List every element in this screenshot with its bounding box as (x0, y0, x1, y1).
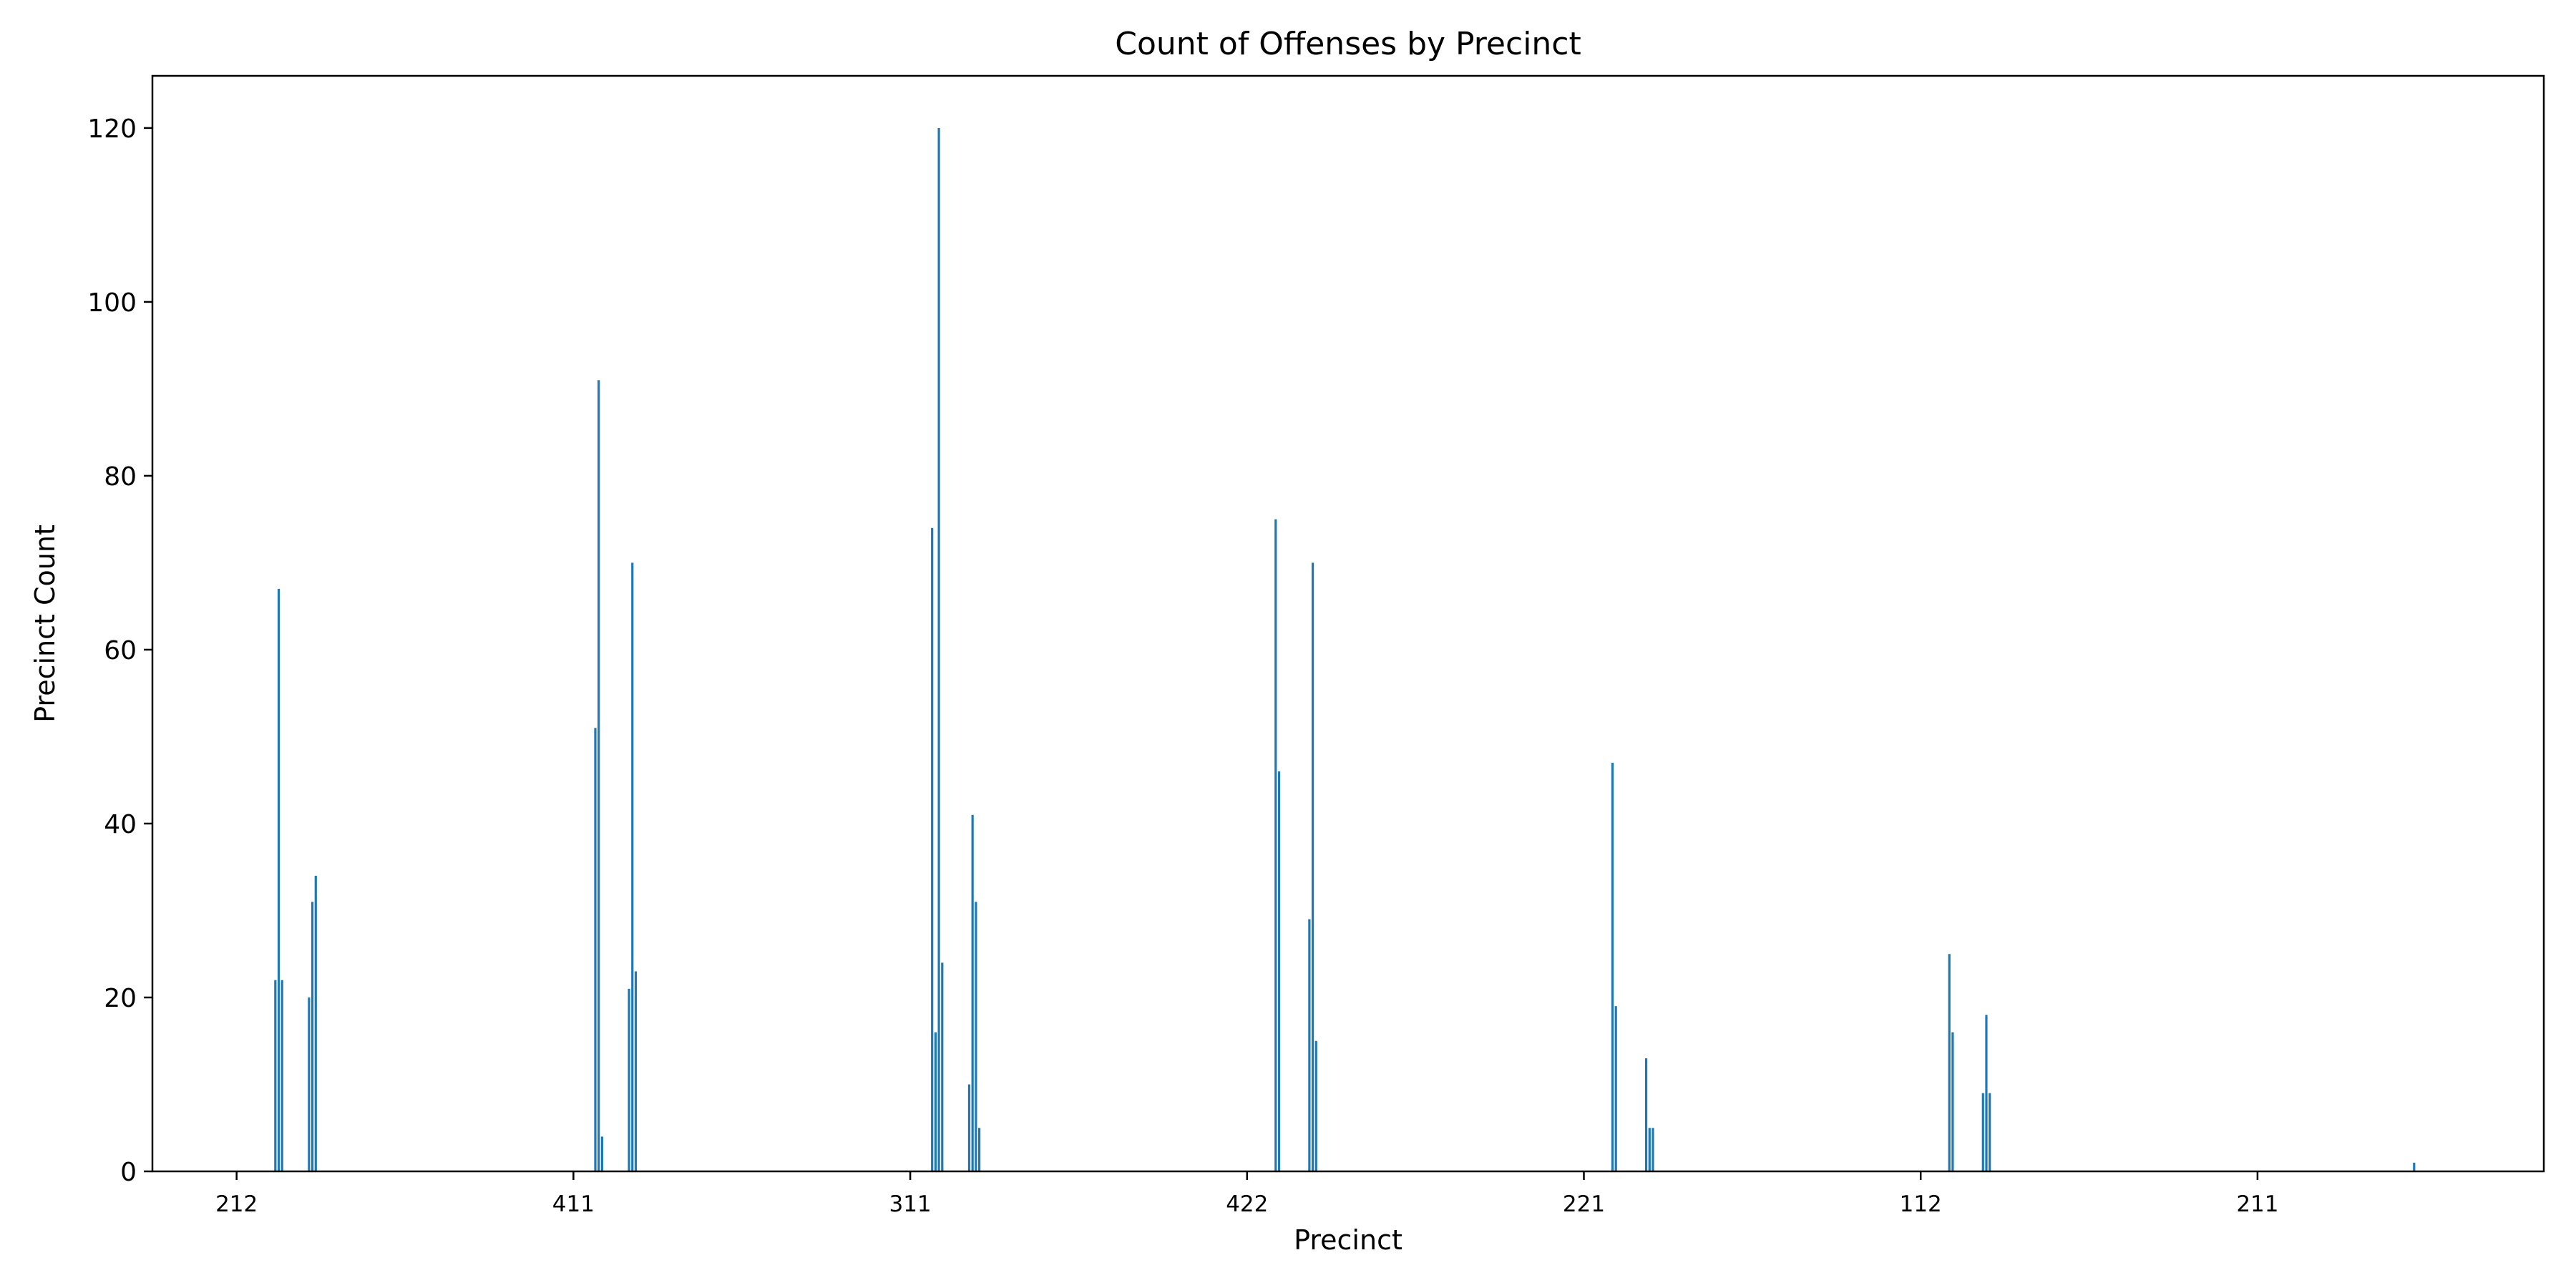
y-tick-label-5: 100 (87, 288, 137, 318)
bar-35 (2413, 1162, 2416, 1171)
bar-6 (594, 728, 597, 1171)
bar-23 (1311, 562, 1314, 1171)
x-tick-label-2: 311 (889, 1191, 931, 1217)
chart-title: Count of Offenses by Precinct (1115, 26, 1581, 62)
bar-7 (597, 380, 600, 1171)
bar-31 (1951, 1032, 1954, 1171)
bars-layer (274, 127, 2416, 1171)
x-axis-ticks: 212 411 311 422 221 112 211 (215, 1171, 2278, 1217)
bar-18 (975, 902, 977, 1171)
bar-14 (937, 127, 940, 1171)
bar-0 (274, 980, 277, 1171)
x-tick-label-5: 112 (1900, 1191, 1942, 1217)
bar-5 (314, 875, 317, 1171)
bar-21 (1277, 771, 1281, 1171)
bar-29 (1652, 1128, 1654, 1171)
bar-24 (1314, 1040, 1317, 1171)
bar-12 (931, 527, 934, 1171)
bar-32 (1981, 1093, 1984, 1171)
y-tick-label-2: 40 (104, 810, 137, 839)
y-tick-label-0: 0 (120, 1158, 137, 1187)
bar-16 (967, 1084, 971, 1171)
bar-9 (628, 988, 630, 1171)
bar-26 (1614, 1006, 1617, 1171)
bar-34 (1989, 1093, 1991, 1171)
y-tick-label-4: 80 (104, 462, 137, 492)
bar-20 (1274, 519, 1277, 1171)
y-tick-label-3: 60 (104, 636, 137, 665)
bar-17 (971, 814, 974, 1171)
bar-28 (1648, 1128, 1651, 1171)
bar-2 (280, 980, 283, 1171)
bar-22 (1308, 919, 1311, 1171)
bar-27 (1644, 1058, 1648, 1171)
bar-15 (941, 962, 944, 1171)
y-axis-ticks: 0 20 40 60 80 100 120 (87, 114, 152, 1187)
bar-33 (1985, 1015, 1988, 1171)
x-tick-label-1: 411 (552, 1191, 595, 1217)
bar-19 (977, 1128, 981, 1171)
y-axis-label: Precinct Count (29, 525, 61, 723)
bar-11 (634, 971, 638, 1171)
x-tick-label-3: 422 (1226, 1191, 1268, 1217)
bar-13 (934, 1032, 937, 1171)
plot-frame (151, 74, 2545, 1173)
bar-30 (1948, 954, 1951, 1171)
bar-4 (311, 902, 314, 1171)
x-tick-label-4: 221 (1563, 1191, 1605, 1217)
x-axis-label: Precinct (1294, 1224, 1402, 1256)
bar-10 (631, 562, 634, 1171)
bar-25 (1611, 762, 1614, 1171)
y-tick-label-6: 120 (87, 114, 137, 144)
bar-1 (277, 588, 280, 1171)
x-tick-label-6: 211 (2236, 1191, 2278, 1217)
y-tick-label-1: 20 (104, 984, 137, 1013)
x-tick-label-0: 212 (215, 1191, 258, 1217)
bar-3 (308, 997, 311, 1171)
bar-8 (600, 1136, 603, 1171)
